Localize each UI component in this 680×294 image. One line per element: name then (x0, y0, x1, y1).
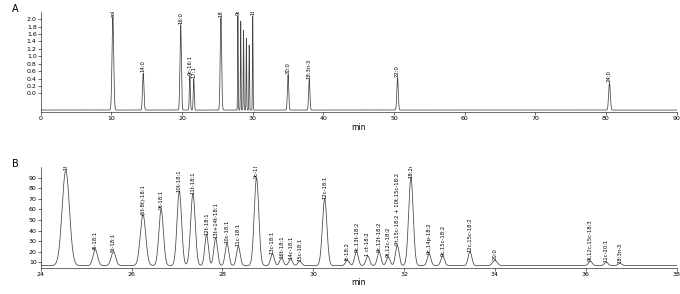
Text: 9t,12c-18:2: 9t,12c-18:2 (386, 226, 391, 257)
Text: (6t-8t)-18:1: (6t-8t)-18:1 (141, 184, 146, 215)
Text: 1 ct-18:2: 1 ct-18:2 (365, 232, 371, 256)
Text: 12c-18:1: 12c-18:1 (322, 176, 327, 199)
Text: 22:0: 22:0 (395, 65, 400, 77)
Text: 10t-18:1: 10t-18:1 (177, 169, 182, 191)
Text: 13c-18:1: 13c-18:1 (270, 230, 275, 254)
Text: 14:0: 14:0 (141, 61, 146, 72)
Text: 18:0: 18:0 (218, 5, 224, 16)
Text: A: A (12, 4, 19, 14)
Text: 9t,15c-18:2 + 10t,15c-18:2: 9t,15c-18:2 + 10t,15c-18:2 (395, 173, 400, 245)
Text: 11c-18:1: 11c-18:1 (236, 223, 241, 246)
Text: 9c,14p-18:2: 9c,14p-18:2 (426, 222, 432, 254)
Text: 9c,15c-18:2: 9c,15c-18:2 (440, 225, 445, 256)
X-axis label: min: min (352, 123, 366, 132)
Text: 16t-18:1: 16t-18:1 (279, 235, 284, 258)
Text: 18:0: 18:0 (63, 158, 68, 171)
Text: 18:3n-3: 18:3n-3 (307, 59, 311, 78)
Text: tt-18:2: tt-18:2 (345, 242, 350, 260)
Text: 18:2n-6: 18:2n-6 (250, 0, 255, 15)
Text: 20:0: 20:0 (492, 248, 498, 260)
Text: 18:3n-3: 18:3n-3 (617, 243, 622, 263)
Text: 10c-18:1: 10c-18:1 (224, 220, 229, 243)
X-axis label: min: min (352, 278, 366, 287)
Text: solvent: solvent (110, 0, 116, 16)
Text: 9c,12t-18:2: 9c,12t-18:2 (377, 221, 381, 252)
Text: 9c,13t-18:2: 9c,13t-18:2 (235, 0, 241, 15)
Text: 13t+14t-18:1: 13t+14t-18:1 (213, 202, 218, 238)
Text: 9c-18:1: 9c-18:1 (254, 158, 259, 178)
Text: 12t-18:1: 12t-18:1 (204, 212, 209, 235)
Text: 4t-18:1: 4t-18:1 (92, 230, 98, 250)
Text: 16:0: 16:0 (178, 12, 183, 24)
Text: 20:0: 20:0 (286, 62, 290, 74)
Text: 17:1: 17:1 (191, 66, 197, 78)
Text: 9c,13t-18:2: 9c,13t-18:2 (354, 221, 359, 252)
Text: 5t-18:1: 5t-18:1 (111, 233, 116, 252)
Text: 18:2n-6: 18:2n-6 (409, 157, 413, 178)
Text: 11c-20:1: 11c-20:1 (604, 239, 609, 262)
Text: 14c-18:1: 14c-18:1 (288, 236, 293, 259)
Text: 24:0: 24:0 (607, 71, 612, 82)
Text: 9c-16:1: 9c-16:1 (188, 55, 192, 75)
Text: 12c,15c-18:2: 12c,15c-18:2 (467, 217, 473, 252)
Text: 9t-18:1: 9t-18:1 (158, 190, 164, 209)
Text: 11t-18:1: 11t-18:1 (190, 171, 195, 194)
Text: 15c-18:1: 15c-18:1 (297, 238, 302, 261)
Text: 9t,12c,15c-18:3: 9t,12c,15c-18:3 (588, 220, 593, 261)
Text: B: B (12, 159, 19, 169)
